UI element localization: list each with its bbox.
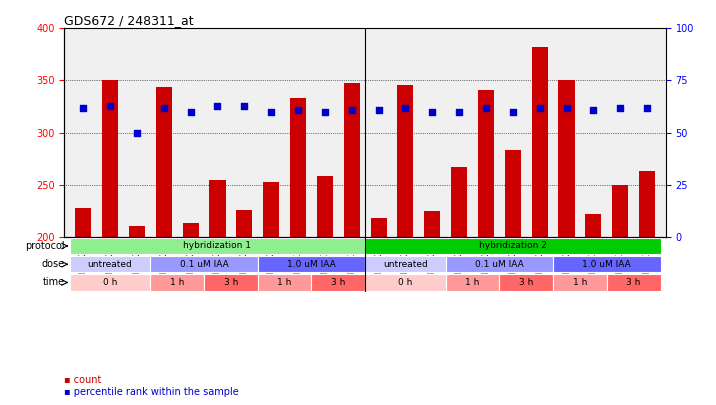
Bar <box>371 218 387 237</box>
Point <box>588 107 599 113</box>
Bar <box>505 150 521 237</box>
Point <box>373 107 384 113</box>
Text: dose: dose <box>42 259 65 269</box>
FancyBboxPatch shape <box>70 256 150 273</box>
Point <box>534 104 546 111</box>
Point <box>77 104 89 111</box>
FancyBboxPatch shape <box>204 274 258 291</box>
Text: 1 h: 1 h <box>465 278 480 287</box>
Text: 1.0 uM IAA: 1.0 uM IAA <box>287 260 336 269</box>
FancyBboxPatch shape <box>258 256 365 273</box>
FancyBboxPatch shape <box>500 274 553 291</box>
FancyBboxPatch shape <box>365 274 445 291</box>
FancyBboxPatch shape <box>607 274 660 291</box>
Point <box>266 109 277 115</box>
Point <box>185 109 196 115</box>
Point <box>642 104 653 111</box>
FancyBboxPatch shape <box>553 256 660 273</box>
Text: 3 h: 3 h <box>223 278 238 287</box>
Text: GDS672 / 248311_at: GDS672 / 248311_at <box>64 14 194 27</box>
Point <box>453 109 465 115</box>
Point <box>238 102 250 109</box>
Point <box>346 107 357 113</box>
Bar <box>639 171 655 237</box>
Text: 3 h: 3 h <box>626 278 641 287</box>
Bar <box>75 208 92 237</box>
Text: hybridization 2: hybridization 2 <box>479 241 547 250</box>
Bar <box>263 181 279 237</box>
Bar <box>558 81 575 237</box>
Text: time: time <box>43 277 65 288</box>
Point <box>507 109 518 115</box>
Text: 1.0 uM IAA: 1.0 uM IAA <box>582 260 632 269</box>
Text: 3 h: 3 h <box>331 278 346 287</box>
Text: 1 h: 1 h <box>277 278 292 287</box>
Bar <box>183 223 199 237</box>
Text: 0.1 uM IAA: 0.1 uM IAA <box>180 260 228 269</box>
Point <box>561 104 572 111</box>
FancyBboxPatch shape <box>365 256 445 273</box>
Point <box>131 129 142 136</box>
Point <box>480 104 492 111</box>
Text: 1 h: 1 h <box>170 278 185 287</box>
Bar <box>531 47 548 237</box>
Bar <box>156 87 172 237</box>
Bar <box>102 81 118 237</box>
Bar <box>612 185 629 237</box>
Bar <box>316 177 333 237</box>
FancyBboxPatch shape <box>70 274 150 291</box>
Bar <box>424 211 440 237</box>
Bar <box>210 179 226 237</box>
Text: 0 h: 0 h <box>398 278 412 287</box>
Point <box>400 104 411 111</box>
FancyBboxPatch shape <box>553 274 607 291</box>
Bar <box>236 210 253 237</box>
Text: ▪ count: ▪ count <box>64 375 102 385</box>
Text: untreated: untreated <box>88 260 132 269</box>
Text: protocol: protocol <box>25 241 65 251</box>
FancyBboxPatch shape <box>365 238 660 254</box>
Text: 1 h: 1 h <box>573 278 587 287</box>
Bar <box>290 98 306 237</box>
FancyBboxPatch shape <box>445 256 553 273</box>
Text: ▪ percentile rank within the sample: ▪ percentile rank within the sample <box>64 387 239 397</box>
Point <box>158 104 170 111</box>
Point <box>319 109 331 115</box>
Bar <box>586 214 601 237</box>
Bar <box>451 167 468 237</box>
FancyBboxPatch shape <box>311 274 365 291</box>
FancyBboxPatch shape <box>445 274 500 291</box>
Bar <box>344 83 360 237</box>
Bar <box>397 85 414 237</box>
Text: 0 h: 0 h <box>103 278 117 287</box>
Text: 0.1 uM IAA: 0.1 uM IAA <box>475 260 524 269</box>
FancyBboxPatch shape <box>150 274 204 291</box>
Bar <box>129 226 145 237</box>
Point <box>614 104 626 111</box>
Point <box>105 102 116 109</box>
FancyBboxPatch shape <box>258 274 311 291</box>
Bar <box>478 90 494 237</box>
FancyBboxPatch shape <box>70 238 365 254</box>
Point <box>292 107 304 113</box>
Point <box>427 109 438 115</box>
FancyBboxPatch shape <box>150 256 258 273</box>
Text: 3 h: 3 h <box>519 278 533 287</box>
Text: hybridization 1: hybridization 1 <box>183 241 251 250</box>
Text: untreated: untreated <box>383 260 428 269</box>
Point <box>212 102 223 109</box>
